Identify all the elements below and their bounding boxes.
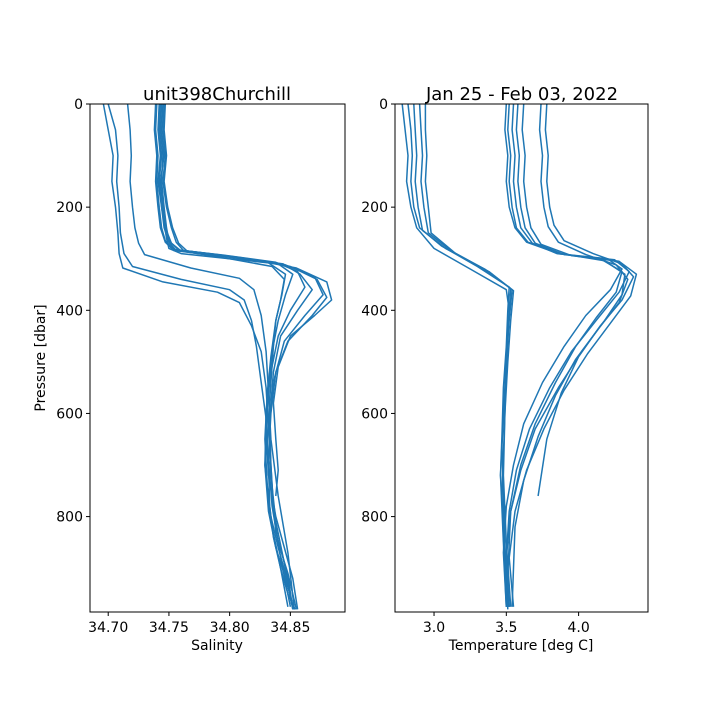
pressure-y-axis-label: Pressure [dbar] — [33, 304, 49, 411]
salinity-y-ticks: 0 200 400 600 800 — [56, 97, 90, 526]
temperature-profile-line-8 — [505, 103, 626, 607]
temperature-y-tick-label: 800 — [361, 510, 388, 526]
temperature-y-ticks: 0 200 400 600 800 — [361, 97, 395, 526]
salinity-profile-line-4 — [159, 103, 306, 610]
temperature-y-tick-label: 0 — [379, 97, 388, 113]
salinity-axes: unit398Churchill 34.70 34.75 34.80 34.85 0 2… — [33, 84, 346, 654]
salinity-x-ticks: 34.70 34.75 34.80 34.85 — [88, 612, 310, 636]
temperature-x-ticks: 3.0 3.5 4.0 — [423, 612, 590, 636]
salinity-x-tick-label: 34.80 — [210, 620, 250, 636]
salinity-y-tick-label: 400 — [56, 303, 83, 319]
temperature-profile-line-12 — [511, 103, 629, 607]
temperature-y-tick-label: 400 — [361, 303, 388, 319]
temperature-profile-line-6 — [502, 103, 623, 607]
salinity-profile-line-10 — [102, 103, 293, 605]
temperature-profile-line-10 — [504, 103, 623, 607]
salinity-y-tick-label: 200 — [56, 200, 83, 216]
salinity-axes-frame — [89, 103, 346, 613]
salinity-y-tick-label: 800 — [56, 510, 83, 526]
salinity-profile-line-8 — [163, 103, 333, 497]
salinity-x-tick-label: 34.70 — [88, 620, 128, 636]
temperature-x-axis-label: Temperature [deg C] — [448, 638, 594, 654]
temperature-x-tick-label: 3.0 — [423, 620, 445, 636]
temperature-y-tick-label: 600 — [361, 406, 388, 422]
salinity-profiles — [102, 103, 333, 610]
salinity-x-tick-label: 34.75 — [149, 620, 189, 636]
salinity-x-axis-label: Salinity — [191, 638, 243, 654]
salinity-y-tick-label: 0 — [74, 97, 83, 113]
temperature-title: Jan 25 - Feb 03, 2022 — [425, 84, 618, 105]
temperature-x-tick-label: 3.5 — [495, 620, 517, 636]
salinity-title: unit398Churchill — [143, 84, 291, 105]
temperature-profile-line-4 — [418, 103, 513, 607]
salinity-profile-line-9 — [107, 103, 296, 610]
temperature-profile-line-11 — [537, 103, 635, 497]
salinity-profile-line-11 — [126, 103, 295, 607]
temperature-axes-frame — [394, 103, 649, 613]
salinity-x-tick-label: 34.85 — [270, 620, 310, 636]
temperature-profiles — [401, 103, 638, 610]
salinity-profile-line-7 — [162, 103, 328, 610]
temperature-axes: Jan 25 - Feb 03, 2022 3.0 3.5 4.0 0 200 400 6… — [361, 84, 649, 654]
temperature-y-tick-label: 200 — [361, 200, 388, 216]
temperature-x-tick-label: 4.0 — [567, 620, 589, 636]
temperature-profile-line-5 — [424, 104, 515, 607]
salinity-y-tick-label: 600 — [56, 406, 83, 422]
